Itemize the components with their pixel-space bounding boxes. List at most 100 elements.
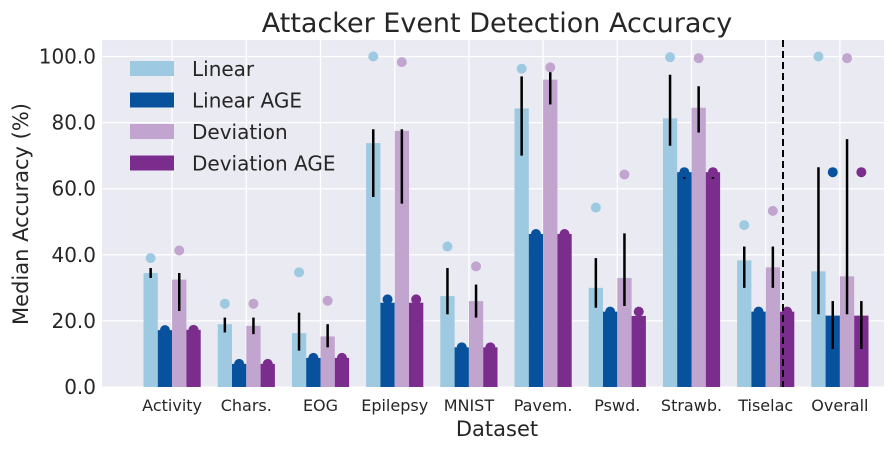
bar (260, 363, 275, 387)
bar (186, 329, 201, 387)
marker-point (693, 53, 704, 64)
x-tick-label: Overall (811, 396, 868, 415)
bar (662, 118, 678, 387)
marker-point (411, 294, 422, 305)
marker-point (174, 245, 185, 256)
bar (603, 311, 618, 387)
marker-point (753, 306, 764, 317)
bar (617, 277, 632, 387)
bar (705, 172, 721, 387)
marker-point (813, 51, 824, 62)
bar (306, 357, 321, 387)
marker-point (707, 167, 718, 178)
bar (811, 271, 826, 387)
y-tick-label: 40.0 (51, 243, 96, 267)
marker-point (145, 253, 156, 264)
bar (380, 302, 395, 387)
bar (157, 330, 173, 387)
x-tick-label: Pavem. (514, 396, 573, 415)
bar (468, 301, 484, 387)
bar (334, 357, 350, 387)
marker-point (262, 358, 273, 369)
x-tick-label: Chars. (221, 396, 272, 415)
legend-label: Deviation AGE (192, 152, 336, 176)
x-tick-label: EOG (303, 396, 338, 415)
bar (394, 130, 409, 387)
marker-point (382, 294, 393, 305)
marker-point (767, 205, 778, 216)
bar (557, 233, 572, 387)
bar (677, 172, 692, 387)
markers (145, 51, 867, 369)
bar (409, 302, 424, 387)
bar (839, 276, 855, 387)
marker-point (665, 52, 676, 63)
bar (143, 272, 158, 387)
marker-point (456, 342, 467, 353)
marker-point (856, 167, 867, 178)
y-tick-label: 0.0 (64, 375, 96, 399)
legend-swatch (130, 92, 174, 108)
bar (246, 325, 261, 387)
bar (172, 279, 187, 387)
marker-point (782, 306, 793, 317)
bar (483, 347, 498, 387)
bar (366, 143, 381, 387)
marker-point (368, 51, 379, 62)
marker-point (219, 298, 230, 309)
x-tick-label: Pswd. (594, 396, 640, 415)
bar (825, 315, 840, 387)
x-tick-label: Epilepsy (361, 396, 428, 415)
marker-point (559, 228, 570, 239)
legend-label: Linear AGE (192, 89, 302, 113)
marker-point (188, 324, 199, 335)
bars (143, 79, 869, 388)
marker-point (471, 261, 482, 272)
y-tick-label: 80.0 (51, 111, 96, 135)
legend-label: Linear (192, 57, 255, 81)
bar (751, 311, 766, 387)
marker-point (336, 352, 347, 363)
bar (217, 324, 232, 387)
marker-point (396, 57, 407, 68)
bar (854, 315, 869, 387)
marker-point (294, 267, 305, 278)
x-tick-labels: Activity Chars. EOG Epilepsy MNIST Pavem. Pswd… (142, 396, 868, 415)
marker-point (633, 306, 644, 317)
marker-point (159, 325, 170, 336)
chart-title: Attacker Event Detection Accuracy (262, 8, 732, 39)
x-axis-label: Dataset (456, 417, 538, 441)
legend-swatch (130, 124, 174, 139)
marker-point (842, 53, 853, 64)
marker-point (545, 62, 556, 73)
x-tick-label: Tiselac (737, 396, 793, 415)
y-axis-label: Median Accuracy (%) (9, 103, 33, 325)
marker-point (827, 167, 838, 178)
marker-point (530, 228, 541, 239)
legend-swatch (130, 61, 174, 76)
bar (631, 315, 646, 387)
marker-point (308, 352, 319, 363)
bar (528, 233, 544, 387)
marker-point (679, 167, 690, 178)
legend-swatch (130, 155, 174, 171)
marker-point (485, 342, 496, 353)
bar (320, 336, 335, 387)
bar (440, 296, 455, 387)
marker-point (234, 358, 245, 369)
y-tick-labels: 0.0 20.0 40.0 60.0 80.0 100.0 (39, 45, 96, 399)
x-tick-label: Strawb. (661, 396, 722, 415)
bar (454, 347, 469, 387)
x-tick-label: MNIST (444, 396, 495, 415)
marker-point (590, 202, 601, 213)
marker-point (516, 63, 527, 74)
bar (543, 79, 558, 388)
legend: Linear Linear AGE Deviation Deviation AGE (130, 57, 336, 176)
y-tick-label: 100.0 (39, 45, 96, 69)
bar (588, 287, 603, 387)
marker-point (739, 220, 750, 231)
marker-point (605, 306, 616, 317)
bar (737, 260, 752, 387)
bar (291, 333, 307, 387)
